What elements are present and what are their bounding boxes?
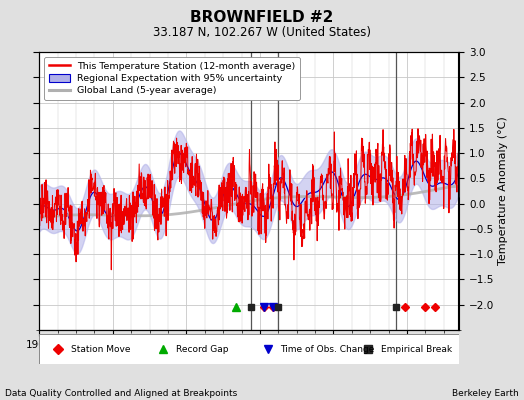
Text: Empirical Break: Empirical Break (381, 344, 452, 354)
Y-axis label: Temperature Anomaly (°C): Temperature Anomaly (°C) (498, 117, 508, 265)
Legend: This Temperature Station (12-month average), Regional Expectation with 95% uncer: This Temperature Station (12-month avera… (44, 57, 300, 100)
Text: Data Quality Controlled and Aligned at Breakpoints: Data Quality Controlled and Aligned at B… (5, 389, 237, 398)
Text: Station Move: Station Move (71, 344, 130, 354)
Text: Time of Obs. Change: Time of Obs. Change (280, 344, 375, 354)
Text: 33.187 N, 102.267 W (United States): 33.187 N, 102.267 W (United States) (153, 26, 371, 39)
Text: Berkeley Earth: Berkeley Earth (452, 389, 519, 398)
Text: Record Gap: Record Gap (176, 344, 228, 354)
FancyBboxPatch shape (39, 334, 459, 364)
Text: BROWNFIELD #2: BROWNFIELD #2 (190, 10, 334, 25)
